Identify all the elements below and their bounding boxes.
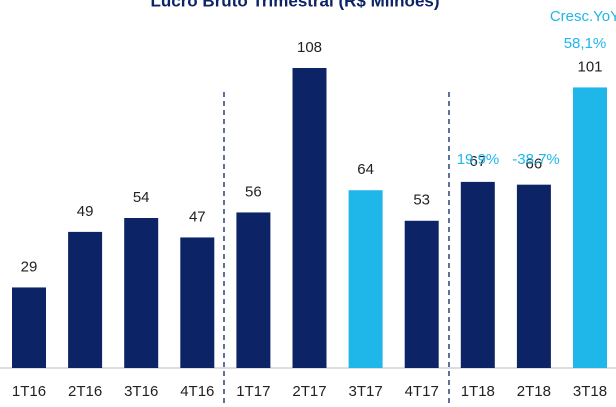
x-tick-label: 2T18 — [517, 383, 551, 400]
x-tick-label: 3T18 — [573, 383, 607, 400]
bar — [516, 184, 551, 368]
annotation: 58,1% — [564, 35, 607, 52]
bar — [292, 68, 327, 368]
value-label: 53 — [413, 192, 430, 209]
bar — [124, 218, 159, 368]
value-label: 54 — [133, 189, 150, 206]
x-tick-label: 1T18 — [461, 383, 495, 400]
x-tick-label: 2T16 — [68, 383, 102, 400]
value-label: 66 — [526, 156, 543, 173]
bar — [460, 181, 495, 368]
bar — [348, 190, 383, 368]
value-label: 108 — [297, 39, 322, 56]
value-label: 49 — [77, 203, 94, 220]
bar — [180, 237, 215, 368]
x-tick-label: 1T16 — [12, 383, 46, 400]
annotation: -38,7% — [512, 151, 560, 168]
annotation: 19,9% — [457, 151, 500, 168]
bar — [68, 231, 103, 368]
x-tick-label: 3T17 — [348, 383, 382, 400]
bar — [573, 87, 607, 368]
value-label: 29 — [21, 258, 38, 275]
bar — [404, 220, 439, 368]
x-tick-label: 2T17 — [292, 383, 326, 400]
value-label: 56 — [245, 183, 262, 200]
bar — [12, 287, 46, 368]
x-tick-label: 1T17 — [236, 383, 270, 400]
x-tick-label: 4T16 — [180, 383, 214, 400]
bar — [236, 212, 271, 368]
value-label: 67 — [469, 153, 486, 170]
value-label: 64 — [357, 161, 374, 178]
chart-title: Lucro Bruto Trimestral (R$ Milhões) — [150, 0, 439, 10]
x-tick-label: 4T17 — [405, 383, 439, 400]
x-tick-label: 3T16 — [124, 383, 158, 400]
annotation: Cresc.YoY — [550, 8, 616, 25]
value-label: 47 — [189, 208, 206, 225]
value-label: 101 — [577, 58, 602, 75]
